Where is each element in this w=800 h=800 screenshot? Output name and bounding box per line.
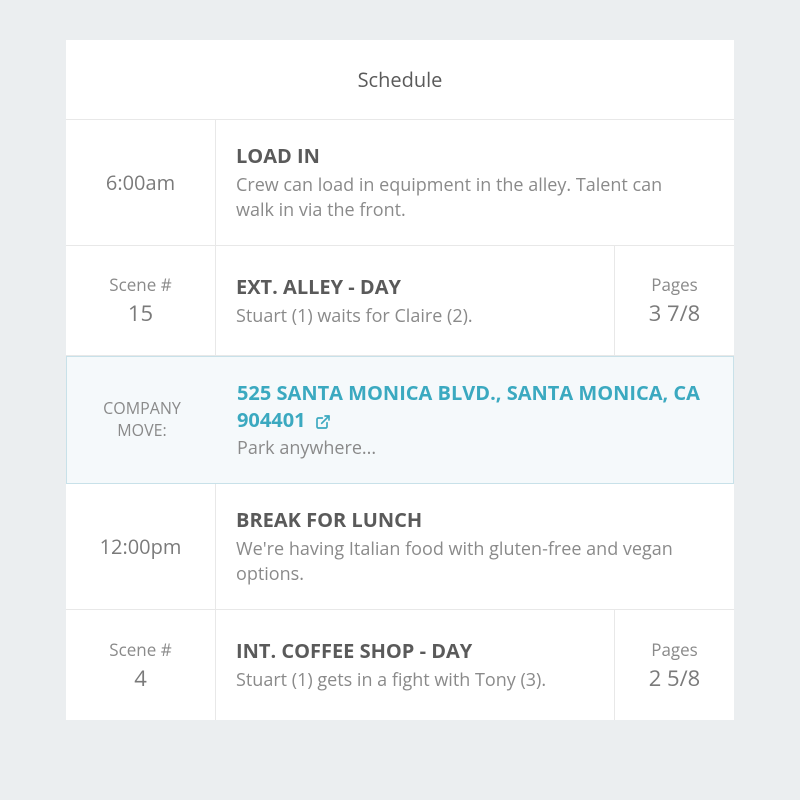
company-move-label-cell: COMPANY MOVE: — [67, 357, 217, 482]
pages-cell: Pages 3 7/8 — [614, 246, 734, 355]
pages-label: Pages — [651, 638, 698, 661]
schedule-row: 12:00pm BREAK FOR LUNCH We're having Ita… — [66, 484, 734, 610]
schedule-title: Schedule — [66, 40, 734, 120]
schedule-card: Schedule 6:00am LOAD IN Crew can load in… — [66, 40, 734, 720]
scene-cell: Scene # 15 — [66, 246, 216, 355]
address-text: 525 SANTA MONICA BLVD., SANTA MONICA, CA… — [237, 379, 700, 433]
company-move-label: COMPANY MOVE: — [77, 398, 207, 441]
scene-number: 4 — [134, 663, 147, 693]
content-cell: INT. COFFEE SHOP - DAY Stuart (1) gets i… — [216, 610, 614, 720]
external-link-icon — [315, 409, 331, 436]
time-cell: 6:00am — [66, 120, 216, 245]
row-description: We're having Italian food with gluten-fr… — [236, 537, 704, 587]
content-cell: BREAK FOR LUNCH We're having Italian foo… — [216, 484, 734, 609]
schedule-row: 6:00am LOAD IN Crew can load in equipmen… — [66, 120, 734, 246]
company-move-row: COMPANY MOVE: 525 SANTA MONICA BLVD., SA… — [66, 356, 734, 483]
row-heading: LOAD IN — [236, 142, 704, 169]
row-description: Park anywhere... — [237, 436, 713, 461]
pages-value: 3 7/8 — [649, 298, 701, 328]
scene-cell: Scene # 4 — [66, 610, 216, 720]
pages-value: 2 5/8 — [649, 663, 701, 693]
content-cell: EXT. ALLEY - DAY Stuart (1) waits for Cl… — [216, 246, 614, 355]
schedule-row: Scene # 15 EXT. ALLEY - DAY Stuart (1) w… — [66, 246, 734, 356]
row-heading: BREAK FOR LUNCH — [236, 506, 704, 533]
row-heading: EXT. ALLEY - DAY — [236, 273, 594, 300]
content-cell: LOAD IN Crew can load in equipment in th… — [216, 120, 734, 245]
schedule-row: Scene # 4 INT. COFFEE SHOP - DAY Stuart … — [66, 610, 734, 720]
scene-label: Scene # — [109, 273, 171, 296]
row-heading: INT. COFFEE SHOP - DAY — [236, 637, 594, 664]
scene-label: Scene # — [109, 638, 171, 661]
pages-label: Pages — [651, 273, 698, 296]
scene-number: 15 — [128, 298, 153, 328]
content-cell: 525 SANTA MONICA BLVD., SANTA MONICA, CA… — [217, 357, 733, 482]
time-cell: 12:00pm — [66, 484, 216, 609]
time-text: 12:00pm — [100, 533, 182, 560]
row-description: Stuart (1) waits for Claire (2). — [236, 304, 594, 329]
address-link[interactable]: 525 SANTA MONICA BLVD., SANTA MONICA, CA… — [237, 379, 713, 435]
pages-cell: Pages 2 5/8 — [614, 610, 734, 720]
row-description: Crew can load in equipment in the alley.… — [236, 173, 704, 223]
row-description: Stuart (1) gets in a fight with Tony (3)… — [236, 668, 594, 693]
time-text: 6:00am — [106, 169, 175, 196]
